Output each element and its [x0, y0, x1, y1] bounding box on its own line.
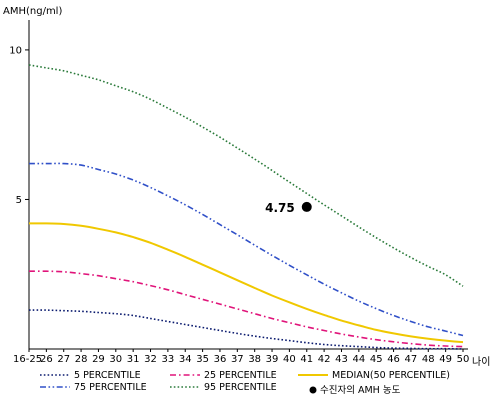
- y-tick-label: 5: [16, 195, 22, 206]
- legend-label-5-percentile: 5 PERCENTILE: [74, 370, 141, 381]
- x-tick-label: 37: [231, 354, 244, 365]
- x-tick-label: 32: [144, 354, 157, 365]
- x-tick-label: 35: [196, 354, 209, 365]
- x-tick-label: 45: [370, 354, 383, 365]
- series-line-25-percentile: [28, 270, 464, 348]
- legend-label-75-percentile: 75 PERCENTILE: [74, 382, 147, 393]
- patient-amh-value-label: 4.75: [265, 201, 295, 215]
- x-tick-label: 29: [92, 354, 105, 365]
- x-tick-label: 49: [439, 354, 452, 365]
- x-tick-label: 36: [214, 354, 227, 365]
- y-tick-label: 10: [9, 45, 22, 56]
- series-line-95-percentile: [28, 64, 464, 287]
- legend-label-95-percentile: 95 PERCENTILE: [204, 382, 277, 393]
- marker-group: 4.75: [265, 201, 312, 215]
- x-tick-label: 33: [162, 354, 175, 365]
- series-line-median-50-percentile: [28, 222, 464, 344]
- x-tick-label: 39: [266, 354, 279, 365]
- x-tick-label: 43: [335, 354, 348, 365]
- x-tick-label: 48: [422, 354, 435, 365]
- x-tick-label: 42: [318, 354, 331, 365]
- x-tick-label: 34: [179, 354, 192, 365]
- x-tick-label: 47: [405, 354, 418, 365]
- legend-label-patient-marker: 수진자의 AMH 농도: [320, 385, 401, 396]
- x-tick-label: 30: [109, 354, 122, 365]
- legend-swatch-patient-marker: [309, 386, 317, 394]
- axes: [28, 20, 468, 350]
- legend-label-25-percentile: 25 PERCENTILE: [204, 370, 277, 381]
- series-line-5-percentile: [28, 309, 464, 350]
- x-tick-label: 27: [57, 354, 70, 365]
- x-tick-label: 46: [387, 354, 400, 365]
- x-tick-label: 40: [283, 354, 296, 365]
- legend: 5 PERCENTILE 25 PERCENTILE MEDIAN(50 PERCE…: [40, 370, 450, 396]
- patient-amh-marker: [301, 201, 312, 212]
- x-tick-label: 38: [248, 354, 261, 365]
- x-tick-label: 50: [457, 354, 470, 365]
- y-axis-label: AMH(ng/ml): [3, 6, 62, 17]
- x-tick-label: 16-25: [13, 354, 42, 365]
- x-tick-label: 28: [75, 354, 88, 365]
- series-lines: [28, 64, 464, 350]
- x-axis-label: 나이: [472, 356, 490, 368]
- y-ticks: 5 10: [9, 45, 29, 206]
- x-tick-label: 41: [300, 354, 313, 365]
- legend-label-median-50-percentile: MEDIAN(50 PERCENTILE): [332, 370, 450, 381]
- series-line-75-percentile: [28, 162, 464, 337]
- x-tick-label: 26: [40, 354, 53, 365]
- x-tick-label: 44: [352, 354, 365, 365]
- x-tick-label: 31: [127, 354, 140, 365]
